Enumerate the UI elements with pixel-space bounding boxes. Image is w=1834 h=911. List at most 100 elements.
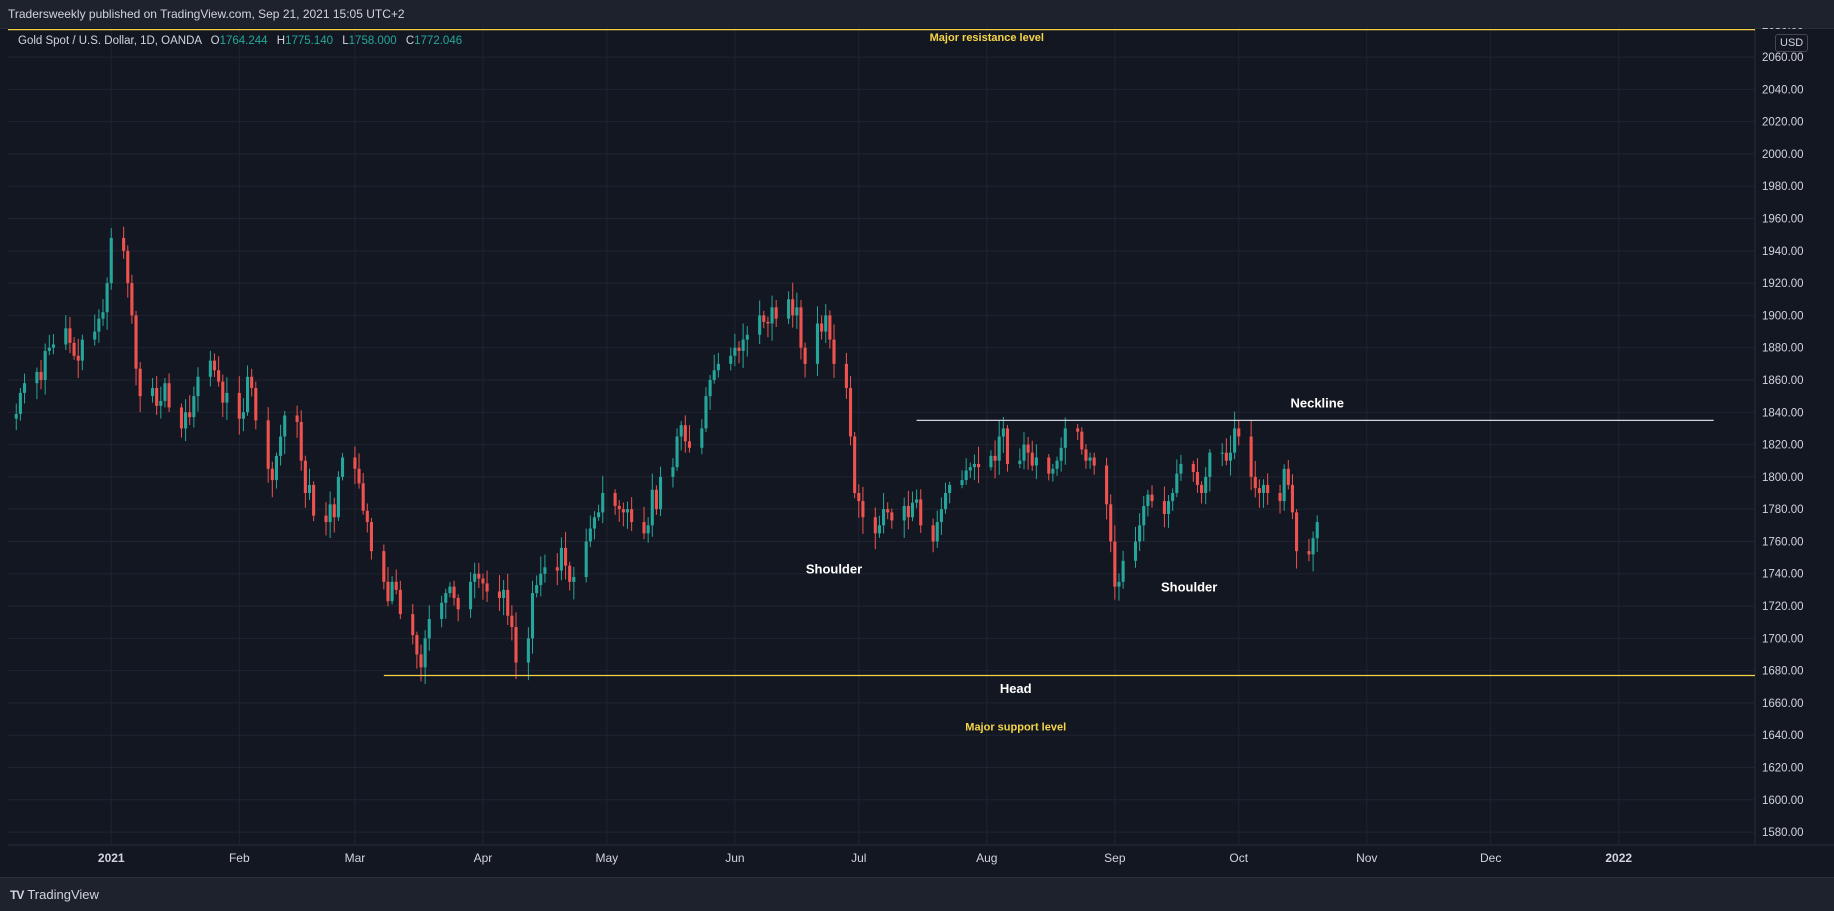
- y-tick-label: 2080.00: [1762, 28, 1804, 32]
- candle-body: [1191, 463, 1195, 473]
- x-tick-label: Aug: [976, 851, 997, 865]
- candle-body: [543, 567, 547, 574]
- candle-body: [361, 483, 365, 511]
- candle-body: [35, 371, 39, 384]
- candle-body: [1228, 452, 1233, 461]
- candle-body: [126, 250, 130, 284]
- candle-body: [683, 425, 687, 442]
- candle-body: [167, 383, 171, 408]
- candle-body: [700, 428, 704, 448]
- candle-body: [1142, 505, 1146, 526]
- x-tick-label: 2021: [98, 851, 125, 865]
- x-tick-label: Sep: [1104, 851, 1126, 865]
- candle-body: [795, 307, 799, 316]
- candle-body: [1018, 460, 1022, 464]
- candle-body: [502, 589, 506, 598]
- major-support-level-annotation: Major support level: [965, 721, 1066, 733]
- candle-body: [828, 315, 832, 340]
- y-tick-label: 1820.00: [1762, 440, 1804, 452]
- y-tick-label: 2020.00: [1762, 117, 1804, 129]
- candle-body: [456, 597, 460, 610]
- candle-body: [303, 460, 307, 494]
- candle-body: [250, 376, 254, 389]
- x-tick-label: Nov: [1356, 851, 1377, 865]
- candle-body: [109, 237, 113, 284]
- candle-body: [1249, 436, 1253, 477]
- candle-body: [336, 476, 340, 518]
- y-tick-label: 1720.00: [1762, 601, 1804, 613]
- y-tick-label: 1920.00: [1762, 278, 1804, 290]
- y-tick-label: 1980.00: [1762, 181, 1804, 193]
- candle-body: [353, 457, 357, 469]
- candle-body: [497, 591, 502, 598]
- y-tick-label: 1580.00: [1762, 827, 1804, 839]
- x-tick-label: May: [596, 851, 619, 865]
- symbol-legend: Gold Spot / U.S. Dollar, 1D, OANDA O1764…: [18, 35, 462, 47]
- candle-body: [890, 512, 894, 521]
- candle-body: [1063, 428, 1067, 448]
- candle-body: [853, 436, 857, 494]
- candle-body: [1175, 473, 1179, 494]
- candle-body: [382, 551, 386, 582]
- candle-body: [910, 502, 915, 518]
- candle-body: [1224, 452, 1228, 461]
- candle-body: [1022, 444, 1026, 461]
- candle-body: [530, 593, 535, 639]
- y-tick-label: 1680.00: [1762, 666, 1804, 678]
- candle-body: [1204, 476, 1208, 494]
- candle-body: [787, 299, 791, 319]
- candle-body: [22, 383, 27, 393]
- close-label: C: [405, 35, 415, 47]
- candle-body: [564, 547, 568, 566]
- candle-body: [997, 436, 1001, 461]
- candle-body: [915, 499, 919, 503]
- candle-body: [481, 578, 485, 584]
- candle-body: [1195, 472, 1199, 485]
- candle-body: [312, 484, 316, 516]
- neckline-annotation: Neckline: [1290, 395, 1343, 410]
- candle-body: [1055, 460, 1059, 469]
- candle-body: [687, 441, 692, 448]
- candle-body: [642, 522, 646, 534]
- candle-body: [1162, 501, 1166, 515]
- candle-body: [1084, 449, 1088, 461]
- y-tick-label: 1600.00: [1762, 795, 1804, 807]
- candle-body: [671, 467, 675, 477]
- x-tick-label: Mar: [345, 851, 366, 865]
- candle-body: [473, 573, 477, 582]
- candle-body: [506, 589, 510, 616]
- y-tick-label: 1700.00: [1762, 633, 1804, 645]
- candle-body: [1295, 512, 1299, 552]
- candle-body: [617, 505, 621, 510]
- candle-body: [419, 654, 423, 668]
- candle-body: [270, 468, 274, 481]
- price-chart[interactable]: 1580.00 1600.00 1620.00 1640.00 1660.00 1680.…: [0, 28, 1834, 877]
- head-annotation: Head: [1000, 681, 1032, 696]
- currency-badge[interactable]: USD: [1775, 34, 1809, 52]
- y-tick-label: 1880.00: [1762, 343, 1804, 355]
- candle-body: [43, 350, 47, 380]
- high-label: H: [276, 35, 286, 47]
- candle-body: [568, 565, 572, 582]
- candle-body: [968, 467, 972, 471]
- candle-body: [357, 468, 361, 484]
- tradingview-brand[interactable]: TV TradingView: [10, 887, 99, 902]
- candle-body: [1233, 428, 1237, 453]
- candle-body: [861, 501, 865, 518]
- low-value: 1758.000: [348, 35, 397, 47]
- candle-body: [708, 379, 712, 397]
- y-tick-label: 1940.00: [1762, 246, 1804, 258]
- published-text: Tradersweekly published on TradingView.c…: [8, 7, 405, 21]
- candle-body: [179, 407, 184, 429]
- candle-body: [72, 342, 76, 356]
- tradingview-logo-icon: TV: [10, 887, 24, 902]
- candle-body: [1133, 541, 1138, 561]
- candle-body: [803, 347, 807, 364]
- candle-body: [477, 573, 481, 579]
- candle-body: [39, 371, 43, 380]
- candle-body: [621, 509, 625, 513]
- candle-body: [737, 347, 741, 351]
- candle-body: [332, 504, 336, 518]
- candle-body: [386, 581, 390, 602]
- candle-body: [654, 489, 658, 510]
